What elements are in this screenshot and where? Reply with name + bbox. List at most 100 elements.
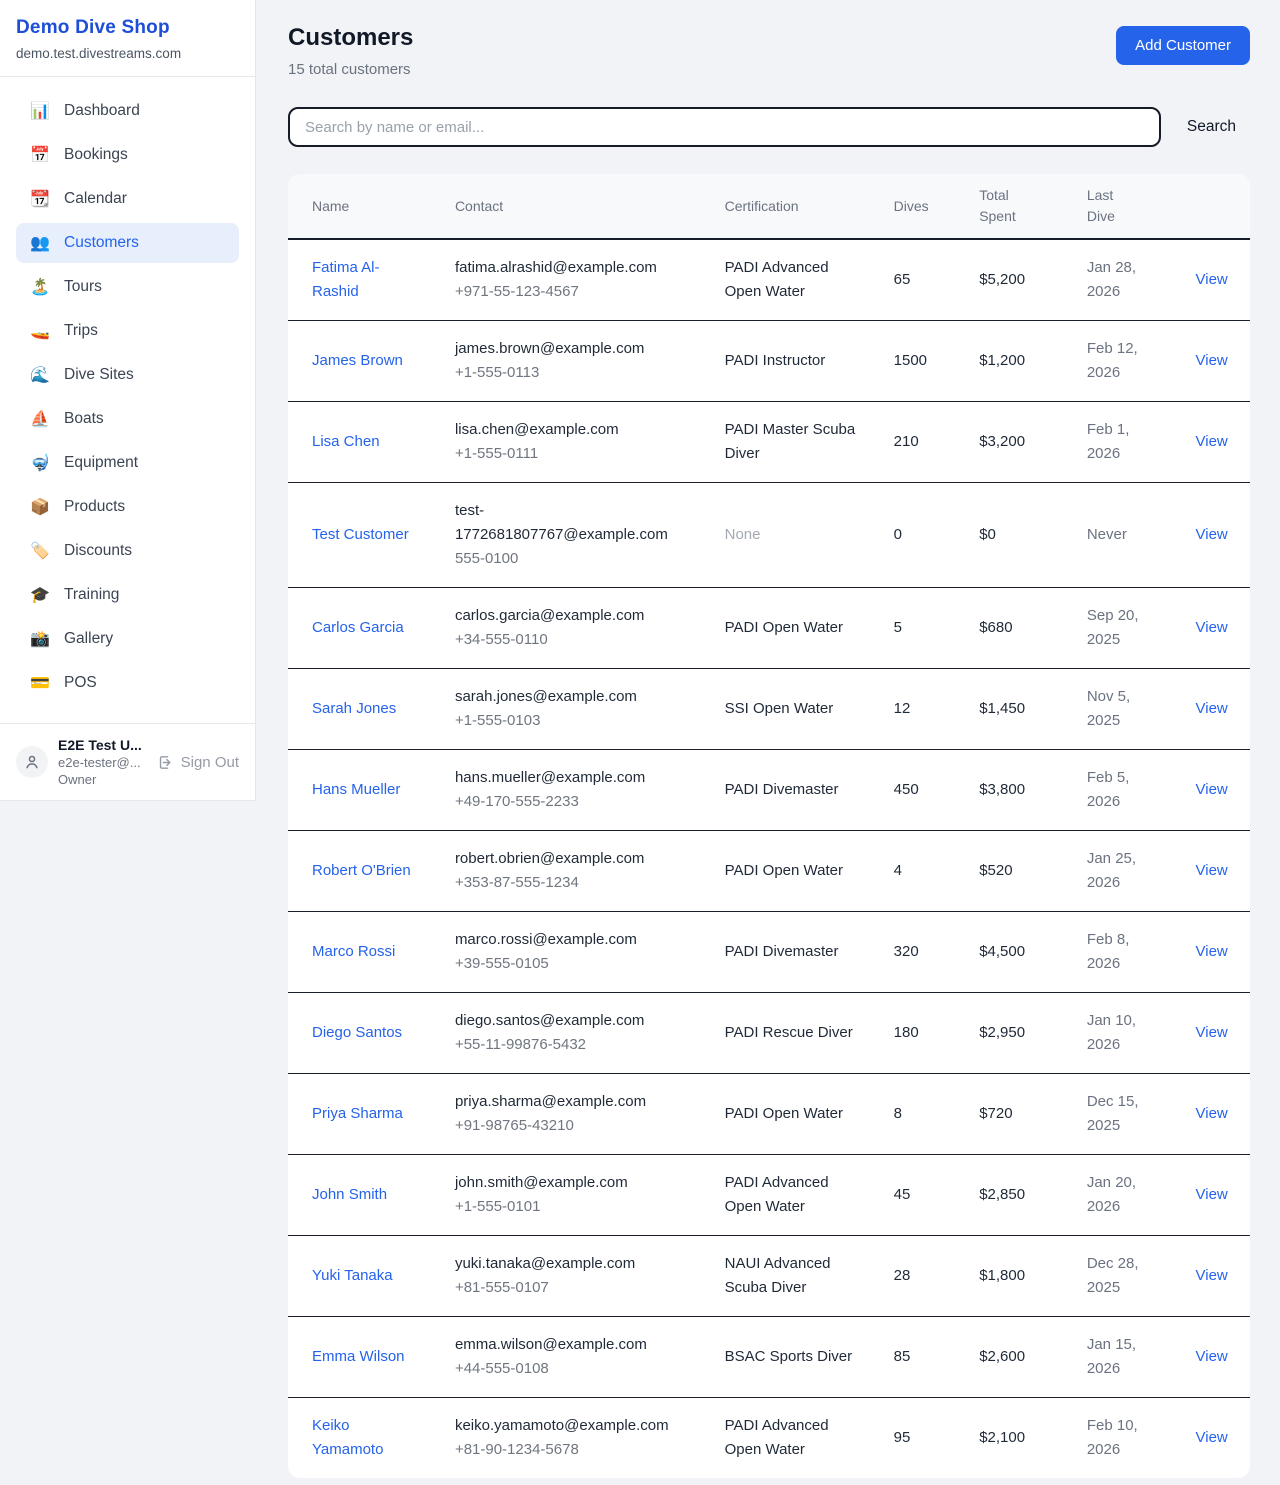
cell-certification: PADI Advanced Open Water (724, 1417, 829, 1458)
customer-name-link[interactable]: Lisa Chen (312, 433, 380, 450)
sidebar-item-dashboard[interactable]: 📊 Dashboard (16, 91, 239, 131)
sidebar-item-equipment[interactable]: 🤿 Equipment (16, 443, 239, 483)
customer-email: robert.obrien@example.com (454, 850, 645, 867)
sidebar-item-training[interactable]: 🎓 Training (16, 575, 239, 615)
customer-email: lisa.chen@example.com (454, 421, 619, 438)
sidebar-item-discounts[interactable]: 🏷️ Discounts (16, 531, 239, 571)
cell-certification: SSI Open Water (724, 700, 834, 717)
view-link[interactable]: View (1195, 433, 1228, 450)
cell-last-dive: Feb 12, 2026 (1086, 340, 1138, 381)
dive-sites-icon: 🌊 (30, 367, 50, 384)
cell-total-spent: $2,600 (979, 1348, 1026, 1365)
cell-contact: john.smith@example.com +1-555-0101 (439, 1155, 709, 1236)
cell-dives: 1500 (893, 352, 928, 369)
customer-name-link[interactable]: Marco Rossi (312, 943, 396, 960)
sidebar-item-label: Tours (64, 278, 102, 295)
tours-icon: 🏝️ (30, 279, 50, 296)
sidebar-item-tours[interactable]: 🏝️ Tours (16, 267, 239, 307)
cell-total-spent: $0 (979, 526, 996, 543)
trips-icon: 🚤 (30, 323, 50, 340)
view-link[interactable]: View (1195, 352, 1228, 369)
view-link[interactable]: View (1195, 1186, 1228, 1203)
cell-contact: keiko.yamamoto@example.com +81-90-1234-56… (439, 1398, 709, 1479)
view-link[interactable]: View (1195, 700, 1228, 717)
sidebar-item-boats[interactable]: ⛵ Boats (16, 399, 239, 439)
sidebar-item-customers[interactable]: 👥 Customers (16, 223, 239, 263)
customer-name-link[interactable]: James Brown (312, 352, 403, 369)
cell-actions: View (1180, 1236, 1250, 1317)
customer-name-link[interactable]: Robert O'Brien (312, 862, 411, 879)
sign-out-button[interactable]: Sign Out (157, 754, 239, 771)
view-link[interactable]: View (1195, 1024, 1228, 1041)
customer-name-link[interactable]: John Smith (312, 1186, 388, 1203)
cell-name: Fatima Al-Rashid (288, 239, 439, 321)
cell-contact: marco.rossi@example.com +39-555-0105 (439, 912, 709, 993)
view-link[interactable]: View (1195, 526, 1228, 543)
cell-certification: PADI Advanced Open Water (724, 1174, 829, 1215)
cell-certification: PADI Instructor (724, 352, 826, 369)
table-row: Yuki Tanaka yuki.tanaka@example.com +81-55… (288, 1236, 1250, 1317)
cell-dives: 85 (893, 1348, 911, 1365)
cell-total-spent: $3,800 (979, 781, 1026, 798)
add-customer-button[interactable]: Add Customer (1116, 26, 1250, 65)
column-header-last-dive: Last Dive (1070, 174, 1180, 240)
sidebar-item-label: Boats (64, 410, 104, 427)
table-header: Name Contact Certification Dives Total Spent L… (288, 174, 1250, 240)
cell-last-dive: Feb 8, 2026 (1086, 931, 1130, 972)
search-input[interactable] (288, 107, 1161, 147)
cell-name: Test Customer (288, 483, 439, 588)
customer-name-link[interactable]: Priya Sharma (312, 1105, 403, 1122)
page-title: Customers (288, 24, 414, 51)
cell-contact: carlos.garcia@example.com +34-555-0110 (439, 588, 709, 669)
sidebar-item-trips[interactable]: 🚤 Trips (16, 311, 239, 351)
customer-name-link[interactable]: Emma Wilson (312, 1348, 405, 1365)
shop-header: Demo Dive Shop demo.test.divestreams.com (0, 0, 255, 77)
view-link[interactable]: View (1195, 271, 1228, 288)
sidebar-nav: 📊 Dashboard 📅 Bookings 📆 Calendar 👥 Customers 🏝️… (0, 77, 255, 723)
view-link[interactable]: View (1195, 943, 1228, 960)
cell-total-spent: $2,850 (979, 1186, 1026, 1203)
customer-name-link[interactable]: Carlos Garcia (312, 619, 404, 636)
view-link[interactable]: View (1195, 862, 1228, 879)
sidebar-item-pos[interactable]: 💳 POS (16, 663, 239, 703)
customer-name-link[interactable]: Hans Mueller (312, 781, 401, 798)
view-link[interactable]: View (1195, 1105, 1228, 1122)
view-link[interactable]: View (1195, 619, 1228, 636)
view-link[interactable]: View (1195, 1429, 1228, 1446)
main-content: Customers 15 total customers Add Custome… (256, 0, 1280, 1478)
cell-name: Lisa Chen (288, 402, 439, 483)
table-row: Hans Mueller hans.mueller@example.com +49-… (288, 750, 1250, 831)
cell-contact: test-1772681807767@example.com 555-0100 (439, 483, 709, 588)
sidebar-item-label: Dive Sites (64, 366, 134, 383)
sidebar-item-dive-sites[interactable]: 🌊 Dive Sites (16, 355, 239, 395)
user-name: E2E Test U... (58, 737, 142, 753)
customer-name-link[interactable]: Fatima Al-Rashid (312, 259, 380, 300)
cell-dives: 95 (893, 1429, 911, 1446)
cell-last-dive: Dec 15, 2025 (1086, 1093, 1139, 1134)
customer-phone: +81-555-0107 (454, 1279, 549, 1296)
view-link[interactable]: View (1195, 1348, 1228, 1365)
customer-name-link[interactable]: Test Customer (312, 526, 409, 543)
customer-name-link[interactable]: Sarah Jones (312, 700, 397, 717)
cell-name: Emma Wilson (288, 1317, 439, 1398)
cell-actions: View (1180, 483, 1250, 588)
customer-name-link[interactable]: Yuki Tanaka (312, 1267, 393, 1284)
page-header-text: Customers 15 total customers (288, 24, 413, 78)
view-link[interactable]: View (1195, 781, 1228, 798)
sign-out-icon (159, 755, 171, 769)
sidebar-item-products[interactable]: 📦 Products (16, 487, 239, 527)
customer-phone: +353-87-555-1234 (454, 874, 579, 891)
sidebar-item-bookings[interactable]: 📅 Bookings (16, 135, 239, 175)
sidebar-item-calendar[interactable]: 📆 Calendar (16, 179, 239, 219)
table-row: Priya Sharma priya.sharma@example.com +91-… (288, 1074, 1250, 1155)
view-link[interactable]: View (1195, 1267, 1228, 1284)
cell-contact: priya.sharma@example.com +91-98765-43210 (439, 1074, 709, 1155)
customer-name-link[interactable]: Diego Santos (312, 1024, 403, 1041)
sidebar-item-label: Discounts (64, 542, 133, 559)
cell-dives: 210 (893, 433, 919, 450)
search-button[interactable]: Search (1173, 110, 1250, 144)
sidebar-item-gallery[interactable]: 📸 Gallery (16, 619, 239, 659)
customer-name-link[interactable]: Keiko Yamamoto (312, 1417, 384, 1458)
customer-email: diego.santos@example.com (454, 1012, 645, 1029)
table-row: John Smith john.smith@example.com +1-555-0… (288, 1155, 1250, 1236)
